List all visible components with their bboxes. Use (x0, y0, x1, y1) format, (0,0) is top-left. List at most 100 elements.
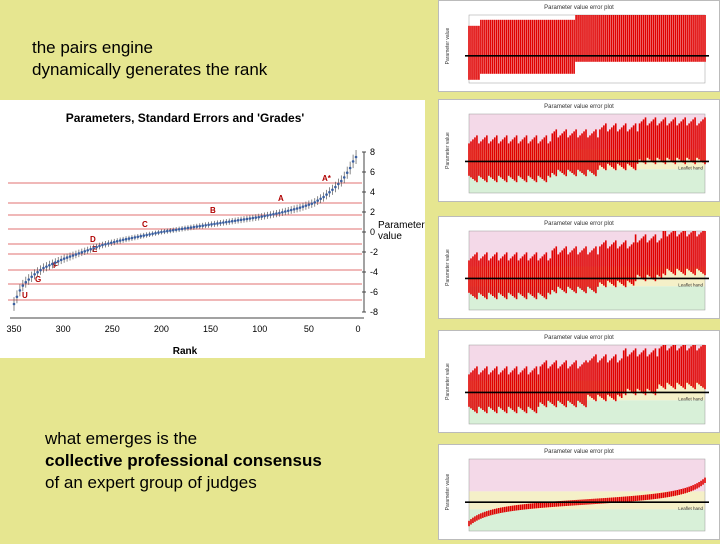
data-point (174, 228, 178, 232)
data-point (316, 199, 320, 202)
data-point (112, 240, 116, 244)
error-plot-ylabel: Parameter value (445, 132, 451, 169)
data-point (151, 232, 154, 236)
data-point (77, 252, 81, 255)
error-plot-title: Parameter value error plot (544, 104, 614, 110)
data-point (45, 265, 48, 268)
data-point (275, 212, 278, 215)
data-point (281, 210, 284, 214)
grade-labels: A*ABCDEFGU (22, 174, 332, 300)
error-plot-svg: Parameter value error plot Parameter valu… (445, 5, 709, 84)
x-tick-label: 250 (105, 324, 120, 334)
y-axis-label-line2: value (378, 231, 402, 242)
data-point (334, 185, 337, 189)
y-tick-label: 2 (370, 207, 375, 217)
data-point (222, 221, 225, 224)
data-point (107, 242, 110, 245)
x-tick-label: 200 (154, 324, 169, 334)
data-point (59, 258, 63, 262)
data-point (289, 208, 293, 212)
data-point (36, 270, 39, 274)
data-point (183, 227, 187, 230)
y-tick-label: -4 (370, 267, 378, 277)
y-tick-label: -2 (370, 247, 378, 257)
bottom-caption-line1: what emerges is the (45, 429, 198, 448)
data-point (177, 228, 181, 231)
data-point (18, 289, 22, 292)
plot-frame (468, 458, 706, 532)
data-point (254, 216, 258, 219)
data-point (166, 229, 169, 233)
data-point (354, 155, 358, 159)
data-point (51, 262, 54, 266)
data-point (127, 237, 131, 240)
data-point (148, 233, 151, 236)
data-point (65, 256, 69, 259)
error-plot-svg: Parameter value error plot Parameter valu… (445, 104, 709, 194)
data-point (219, 221, 222, 225)
data-point (260, 215, 263, 218)
y-tick-label: -6 (370, 287, 378, 297)
x-tick-label: 300 (56, 324, 71, 334)
data-point (124, 237, 128, 241)
data-point (251, 216, 255, 220)
data-point (68, 255, 72, 258)
data-point (204, 223, 207, 227)
data-point (121, 238, 125, 242)
data-point (186, 226, 190, 230)
error-plot-ylabel: Parameter value (445, 473, 451, 510)
data-point (154, 231, 157, 235)
data-point (104, 242, 107, 246)
data-point (80, 251, 84, 254)
x-tick-labels: 350 300 250 200 150 100 50 0 (6, 324, 360, 334)
data-point (30, 275, 33, 279)
data-point (115, 239, 119, 243)
y-tick-label: 8 (370, 147, 375, 157)
main-chart-svg: Parameters, Standard Errors and 'Grades'… (6, 111, 425, 357)
error-plot-thumbnail-3: Parameter value error plot Parameter valu… (438, 216, 720, 319)
data-point (139, 234, 143, 238)
x-axis-label: Rank (173, 346, 198, 357)
data-point (142, 234, 146, 237)
data-point (292, 207, 296, 211)
x-tick-label: 350 (6, 324, 21, 334)
data-point (248, 217, 252, 220)
data-point (216, 222, 219, 225)
error-plot-svg: Parameter value error plot Parameter valu… (445, 221, 709, 311)
data-point (15, 295, 19, 299)
data-point (257, 215, 261, 219)
data-point (110, 241, 113, 245)
bottom-caption-line2: collective professional consensus (45, 451, 322, 470)
data-point (298, 206, 302, 209)
data-point (227, 220, 231, 223)
data-point (192, 225, 196, 229)
data-point (263, 214, 266, 218)
data-point (313, 201, 317, 204)
y-tick-label: 6 (370, 167, 375, 177)
top-caption: the pairs engine dynamically generates t… (32, 37, 412, 81)
data-point (319, 197, 322, 201)
x-tick-label: 50 (304, 324, 314, 334)
data-point (71, 254, 75, 257)
error-plot-ylabel: Parameter value (445, 249, 451, 286)
data-point (168, 229, 172, 232)
data-point (157, 231, 160, 234)
error-plot-ylabel: Parameter value (445, 27, 451, 64)
error-plot-thumbnail-5: Parameter value error plot Parameter valu… (438, 444, 720, 540)
data-point (83, 250, 87, 253)
grade-label: D (90, 235, 96, 244)
data-point (118, 239, 122, 242)
grade-label: A (278, 194, 284, 203)
data-point (163, 230, 166, 233)
data-point (233, 219, 237, 223)
data-point (24, 280, 28, 284)
grade-label: B (210, 206, 216, 215)
data-point (171, 228, 175, 232)
bottom-caption: what emerges is the collective professio… (45, 428, 425, 494)
data-point (345, 171, 349, 175)
grade-label: G (35, 275, 41, 284)
data-point (39, 268, 42, 272)
data-point (201, 224, 205, 227)
error-plot-legend: Leaflet hand (678, 396, 703, 401)
data-point (342, 176, 346, 179)
